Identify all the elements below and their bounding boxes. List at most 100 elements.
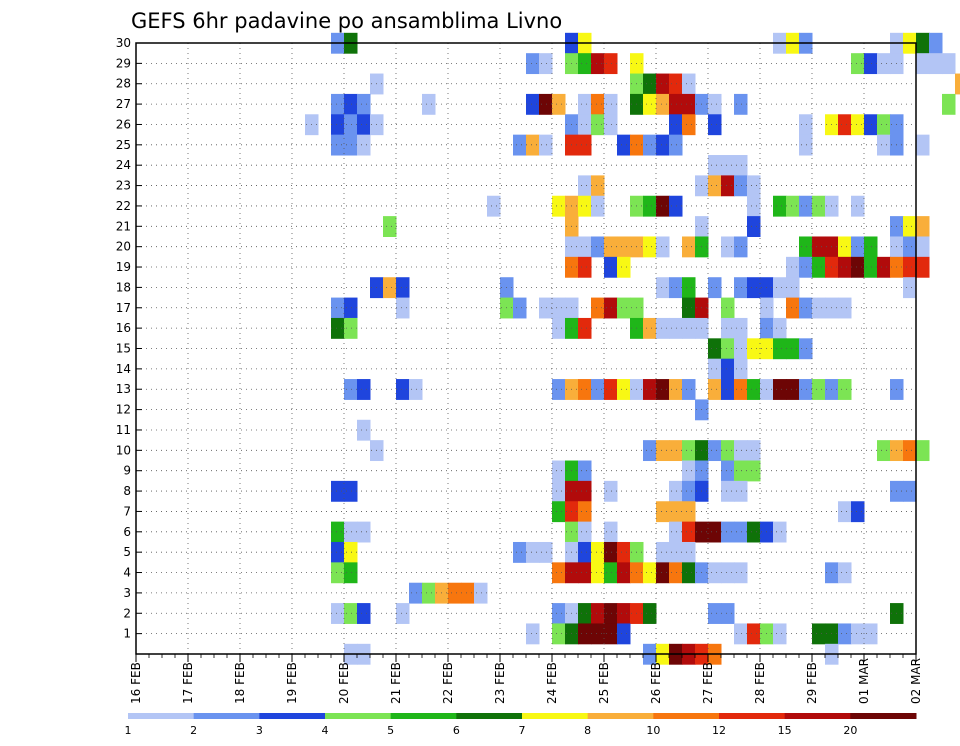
colorbar-segment — [850, 713, 917, 719]
heatmap-cell — [539, 93, 553, 115]
heatmap-cell — [903, 216, 917, 237]
heatmap-cell — [838, 623, 852, 645]
heatmap-cell — [344, 603, 358, 624]
heatmap-cell — [604, 297, 618, 319]
y-tick-label: 16 — [116, 321, 131, 335]
heatmap-cell — [656, 134, 670, 156]
heatmap-cell — [578, 93, 592, 115]
heatmap-cell — [721, 358, 735, 380]
heatmap-cell — [708, 338, 722, 360]
heatmap-cell — [591, 379, 605, 400]
heatmap-cell — [799, 236, 813, 258]
heatmap-cell — [799, 134, 813, 156]
heatmap-cell — [786, 277, 800, 299]
heatmap-cell — [578, 379, 592, 400]
heatmap-cell — [604, 562, 618, 584]
heatmap-cell — [422, 582, 436, 604]
heatmap-cell — [734, 317, 748, 339]
heatmap-cell — [721, 317, 735, 339]
heatmap-cell — [773, 623, 787, 645]
heatmap-cell — [396, 603, 410, 624]
heatmap-cell — [331, 603, 345, 624]
heatmap-cell — [357, 379, 371, 400]
heatmap-cell — [682, 562, 696, 584]
heatmap-cell — [617, 603, 631, 624]
heatmap-cell — [669, 114, 683, 136]
heatmap-cell — [747, 379, 761, 400]
y-tick-label: 5 — [123, 545, 131, 559]
colorbar-segment — [784, 713, 851, 719]
heatmap-cell — [747, 277, 761, 299]
heatmap-cell — [838, 562, 852, 584]
heatmap-cell — [929, 53, 943, 75]
x-tick-label: 18 FEB — [233, 662, 247, 704]
heatmap-cell — [396, 277, 410, 299]
heatmap-cell — [799, 379, 813, 400]
y-tick-label: 8 — [123, 484, 131, 498]
heatmap-cell — [708, 277, 722, 299]
heatmap-cell — [344, 379, 358, 400]
colorbar-label: 12 — [712, 724, 726, 737]
heatmap-cell — [552, 93, 566, 115]
x-tick-label: 26 FEB — [649, 662, 663, 704]
heatmap-cell — [578, 134, 592, 156]
heatmap-cell — [708, 562, 722, 584]
heatmap-cell — [708, 358, 722, 380]
heatmap-cell — [344, 297, 358, 319]
heatmap-cell — [552, 562, 566, 584]
heatmap-cell — [903, 277, 917, 299]
heatmap-cell — [851, 114, 865, 136]
heatmap-cell — [903, 480, 917, 502]
heatmap-cell — [656, 379, 670, 400]
heatmap-cell — [656, 440, 670, 462]
heatmap-cell — [838, 501, 852, 523]
heatmap-cell — [617, 379, 631, 400]
heatmap-cell — [656, 195, 670, 217]
heatmap-cell — [682, 93, 696, 115]
heatmap-cell — [682, 460, 696, 482]
heatmap-cell — [604, 93, 618, 115]
y-tick-label: 10 — [116, 443, 131, 457]
heatmap-cell — [851, 53, 865, 75]
heatmap-cell — [617, 256, 631, 278]
heatmap-cell — [734, 155, 748, 176]
x-tick-label: 21 FEB — [389, 662, 403, 704]
heatmap-cell — [487, 195, 501, 217]
heatmap-cell — [708, 114, 722, 136]
heatmap-cell — [617, 541, 631, 563]
heatmap-cell — [591, 93, 605, 115]
heatmap-cell — [669, 93, 683, 115]
x-tick-label: 01 MAR — [857, 658, 871, 704]
heatmap-cell — [682, 236, 696, 258]
heatmap-cell — [747, 521, 761, 543]
heatmap-cell — [734, 175, 748, 197]
heatmap-cell — [708, 440, 722, 462]
heatmap-cell — [682, 73, 696, 95]
heatmap-cell — [682, 501, 696, 523]
colorbar-segment — [587, 713, 654, 719]
y-tick-label: 12 — [116, 403, 131, 417]
grid-lines — [136, 42, 916, 654]
heatmap-cell — [578, 460, 592, 482]
heatmap-cell — [591, 603, 605, 624]
y-tick-label: 30 — [116, 36, 131, 50]
y-tick-label: 25 — [116, 138, 131, 152]
heatmap-cell — [734, 277, 748, 299]
heatmap-cell — [344, 541, 358, 563]
heatmap-cell — [591, 236, 605, 258]
data-cells — [305, 32, 960, 665]
heatmap-cell — [344, 521, 358, 543]
heatmap-cell — [786, 297, 800, 319]
heatmap-cell — [786, 338, 800, 360]
heatmap-cell — [721, 297, 735, 319]
heatmap-cell — [578, 175, 592, 197]
heatmap-cell — [331, 317, 345, 339]
heatmap-cell — [604, 379, 618, 400]
y-axis-ticks: 1234567891011121314151617181920212223242… — [116, 36, 142, 641]
heatmap-cell — [721, 603, 735, 624]
heatmap-cell — [669, 521, 683, 543]
heatmap-cell — [578, 603, 592, 624]
heatmap-cell — [552, 501, 566, 523]
heatmap-cell — [734, 440, 748, 462]
